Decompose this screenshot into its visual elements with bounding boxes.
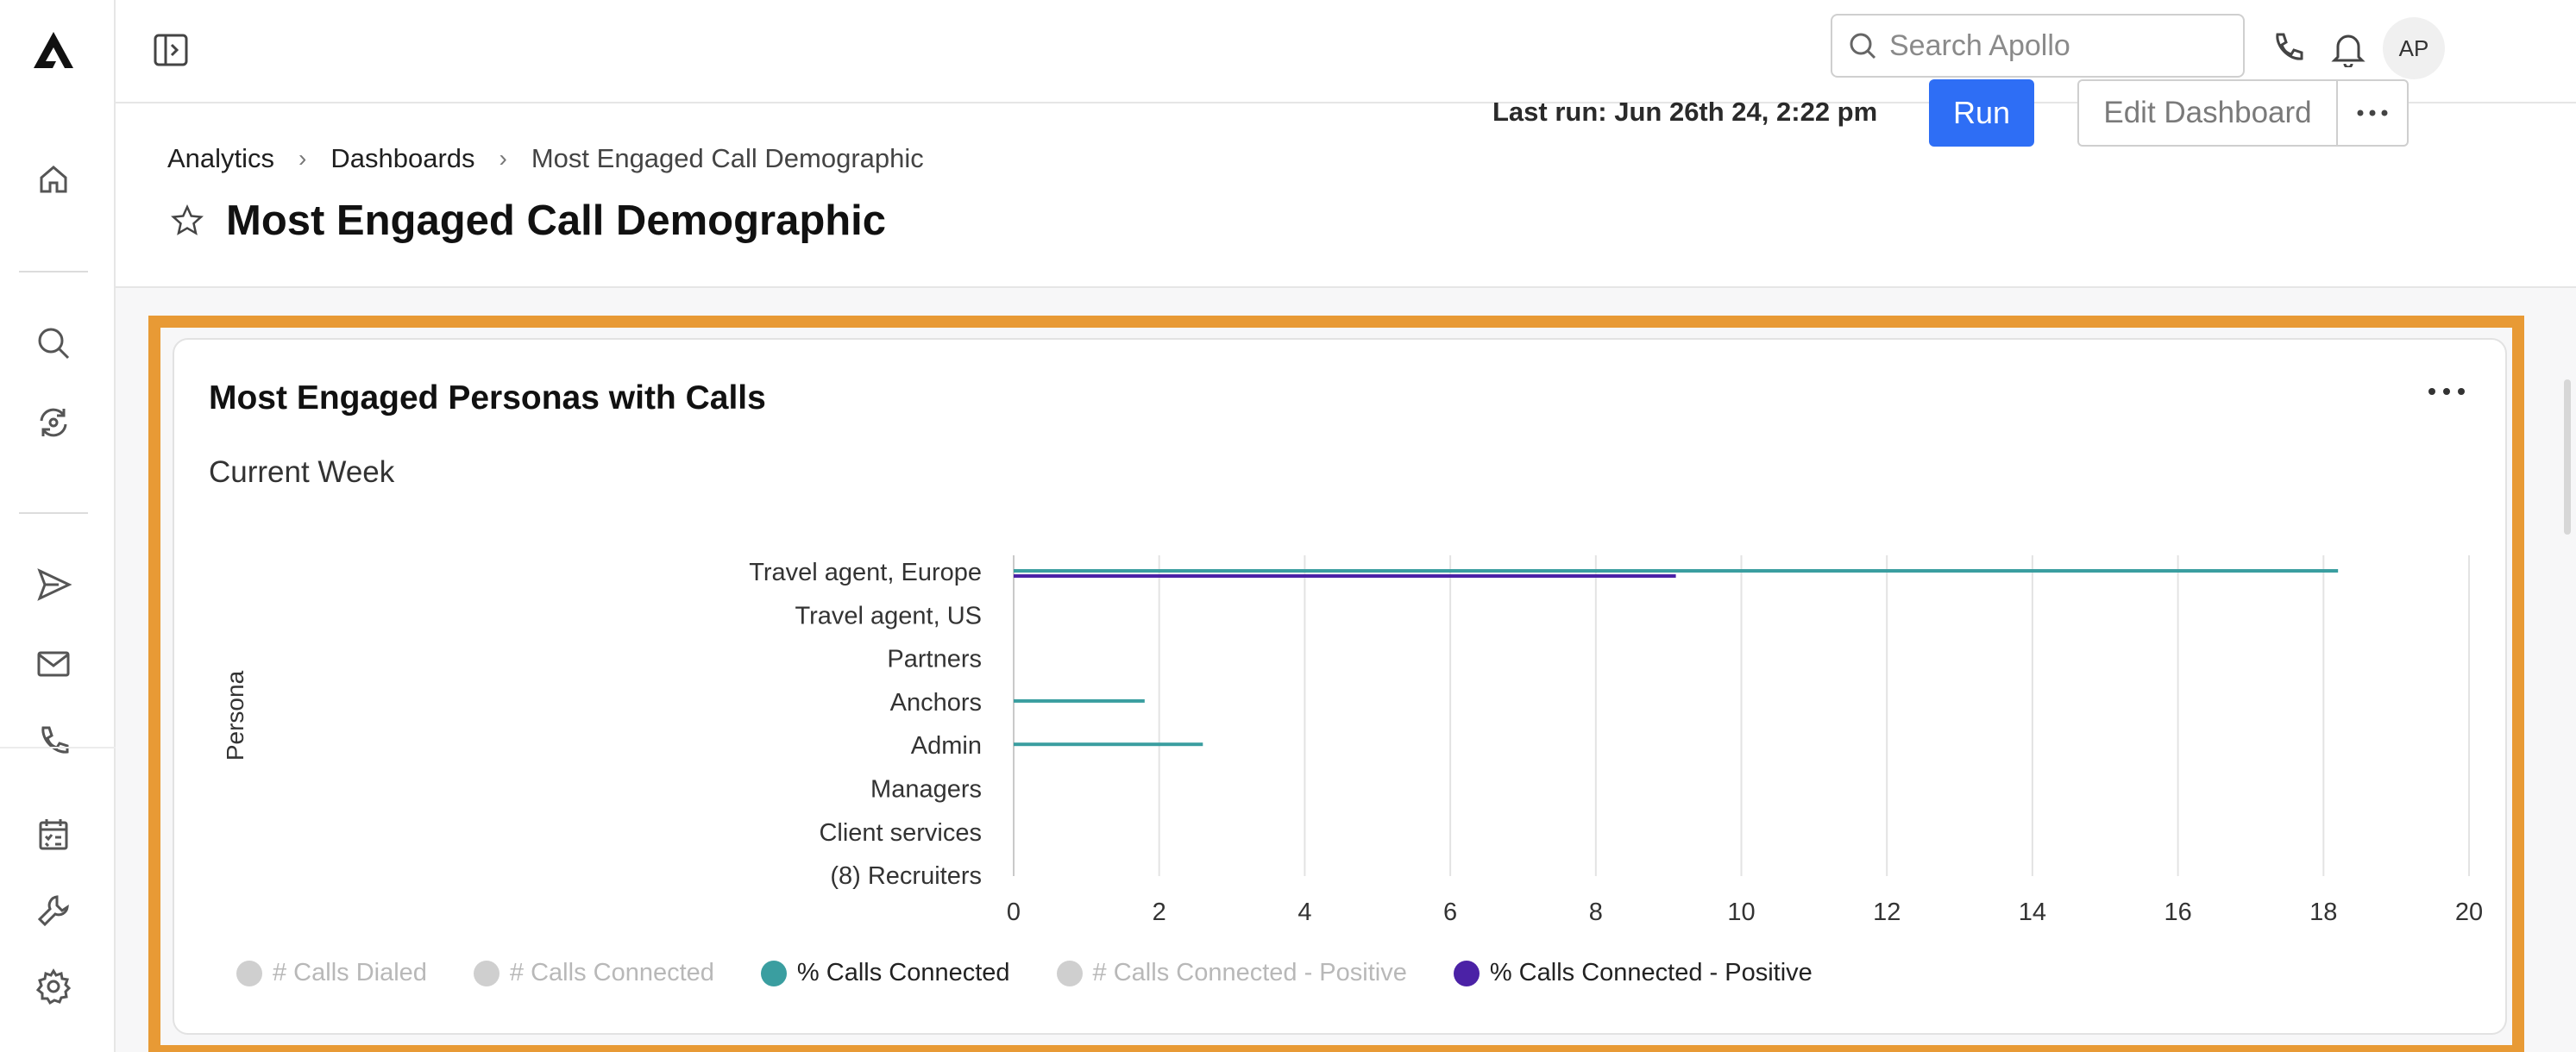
edit-dashboard-button[interactable]: Edit Dashboard [2077, 79, 2336, 147]
legend-item[interactable]: % Calls Connected - Positive [1453, 959, 1813, 987]
title-row: Most Engaged Call Demographic [167, 197, 886, 245]
tasks-calendar-icon[interactable] [29, 811, 78, 859]
card-more-button[interactable] [2412, 374, 2481, 409]
search-placeholder: Search Apollo [1889, 28, 2070, 62]
notification-bell-icon[interactable] [2324, 24, 2372, 72]
x-tick-label: 10 [1727, 899, 1755, 926]
bar [1014, 698, 1145, 703]
legend-label: # Calls Connected [509, 959, 714, 986]
settings-gear-icon[interactable] [29, 962, 78, 1011]
star-favorite-icon[interactable] [167, 201, 207, 241]
breadcrumb: Analytics › Dashboards › Most Engaged Ca… [167, 143, 924, 174]
rail-divider [19, 512, 88, 514]
chart-legend: # Calls Dialed # Calls Connected % Calls C… [236, 959, 1859, 987]
y-category-label: Client services [819, 819, 982, 847]
last-run-timestamp: Last run: Jun 26th 24, 2:22 pm [1492, 97, 1878, 127]
page-title: Most Engaged Call Demographic [226, 197, 887, 244]
y-category-label: Travel agent, Europe [749, 559, 982, 586]
chart-card: 0 2 4 6 8 10 12 14 16 18 20 Persona Travel agent, Eu… [173, 338, 2507, 1035]
mail-icon[interactable] [29, 640, 78, 688]
search-icon[interactable] [29, 319, 78, 367]
legend-item[interactable]: # Calls Dialed [236, 959, 427, 987]
x-tick-label: 14 [2019, 899, 2046, 926]
y-axis-label: Persona [222, 670, 248, 761]
more-options-button[interactable] [2336, 79, 2409, 147]
legend-label: # Calls Connected - Positive [1092, 959, 1407, 986]
chart-subtitle: Current Week [209, 455, 395, 489]
breadcrumb-analytics[interactable]: Analytics [167, 143, 275, 173]
x-tick-label: 4 [1297, 899, 1311, 926]
x-tick-label: 18 [2309, 899, 2337, 926]
legend-label: % Calls Connected [796, 959, 1010, 986]
x-tick-label: 6 [1443, 899, 1457, 926]
rail-divider [0, 747, 116, 748]
rail-divider [19, 271, 88, 272]
x-tick-label: 16 [2164, 899, 2191, 926]
search-icon [1850, 33, 1876, 59]
run-button[interactable]: Run [1929, 79, 2034, 147]
legend-label: # Calls Dialed [273, 959, 427, 986]
more-horizontal-icon [2428, 388, 2465, 395]
legend-dot-icon [1056, 960, 1083, 986]
send-icon[interactable] [29, 560, 78, 609]
y-category-label: (8) Recruiters [830, 862, 982, 890]
chevron-right-icon: › [298, 145, 307, 172]
legend-dot-icon [236, 960, 262, 986]
home-icon[interactable] [29, 155, 78, 204]
top-bar [116, 0, 2576, 103]
x-tick-label: 8 [1589, 899, 1603, 926]
x-tick-label: 12 [1873, 899, 1901, 926]
legend-dot-icon [473, 960, 499, 986]
legend-item[interactable]: % Calls Connected [760, 959, 1010, 987]
sidebar-toggle-icon[interactable] [147, 26, 195, 74]
left-rail [0, 0, 116, 1052]
bar-chart: 0 2 4 6 8 10 12 14 16 18 20 Persona Travel agent, Eu… [222, 555, 2483, 926]
vertical-scrollbar[interactable] [2564, 379, 2571, 535]
avatar[interactable]: AP [2383, 17, 2445, 79]
breadcrumb-current: Most Engaged Call Demographic [531, 143, 924, 173]
x-tick-label: 2 [1153, 899, 1166, 926]
y-category-label: Anchors [890, 689, 982, 717]
selected-widget-highlight [148, 316, 2524, 1052]
x-tick-label: 0 [1007, 899, 1021, 926]
chart-title: Most Engaged Personas with Calls [209, 379, 766, 416]
bar [1014, 742, 1203, 747]
phone-icon[interactable] [29, 717, 78, 766]
y-category-label: Partners [887, 646, 982, 673]
legend-label: % Calls Connected - Positive [1489, 959, 1813, 986]
search-input[interactable]: Search Apollo [1831, 14, 2245, 78]
sync-icon[interactable] [29, 398, 78, 447]
more-horizontal-icon [2357, 110, 2388, 116]
chevron-right-icon: › [499, 145, 507, 172]
breadcrumb-dashboards[interactable]: Dashboards [330, 143, 475, 173]
legend-item[interactable]: # Calls Connected - Positive [1056, 959, 1407, 987]
legend-dot-icon [760, 960, 787, 986]
phone-icon[interactable] [2264, 24, 2312, 72]
tools-icon[interactable] [29, 886, 78, 935]
x-tick-label: 20 [2455, 899, 2483, 926]
y-category-label: Travel agent, US [795, 602, 982, 629]
y-category-label: Admin [911, 732, 982, 760]
legend-dot-icon [1453, 960, 1480, 986]
bar [1014, 569, 2339, 573]
apollo-logo-icon[interactable] [29, 26, 78, 74]
y-category-label: Managers [870, 776, 982, 804]
legend-item[interactable]: # Calls Connected [473, 959, 714, 987]
bar [1014, 574, 1676, 578]
